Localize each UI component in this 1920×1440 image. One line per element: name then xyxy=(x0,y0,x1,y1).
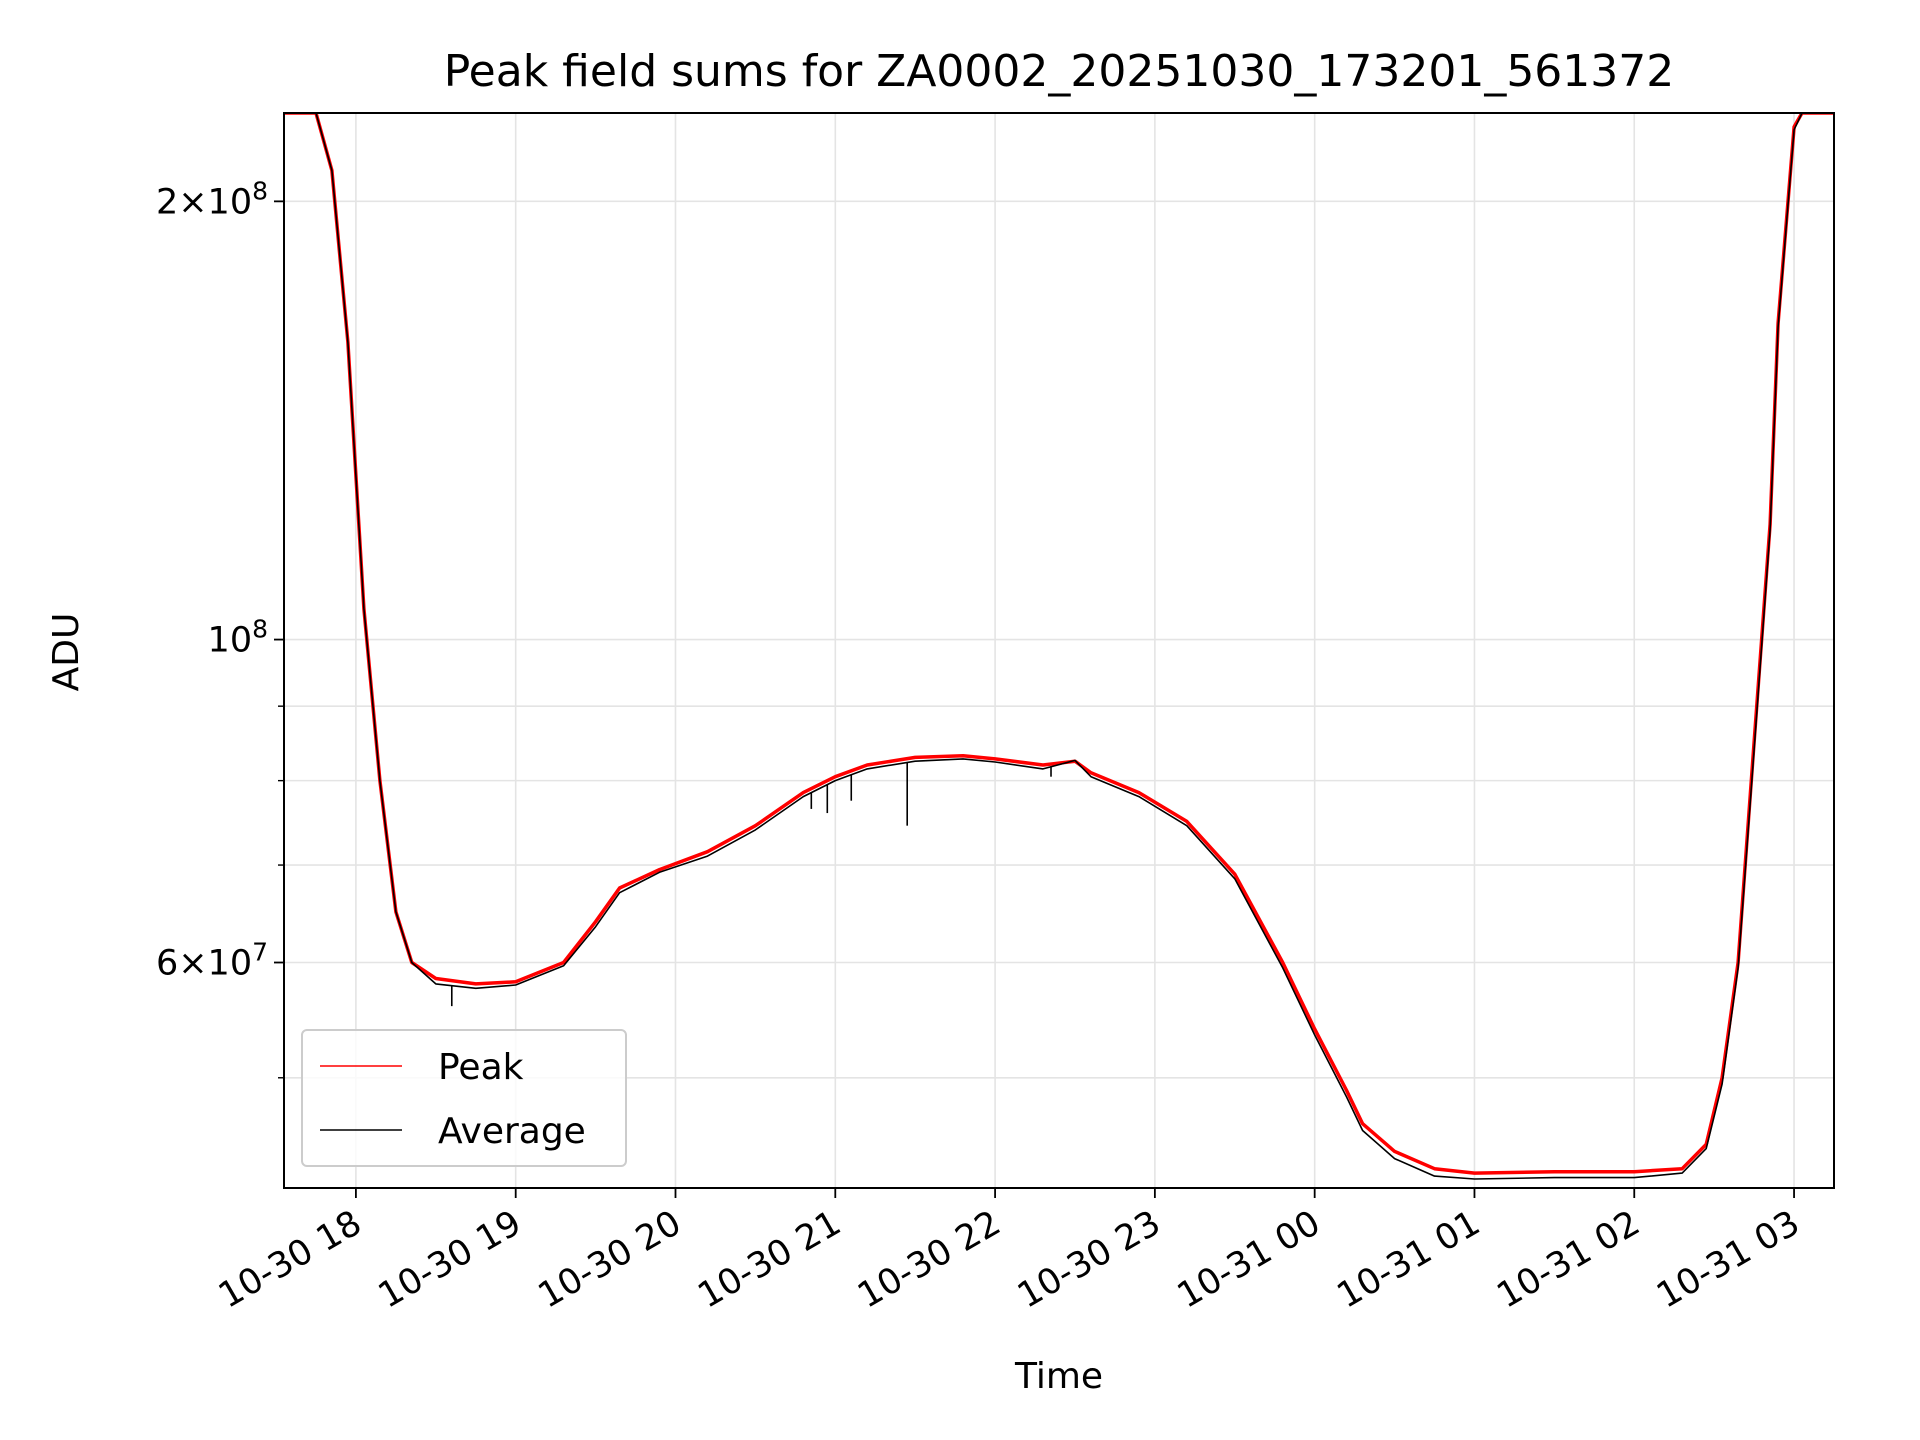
y-tick-label: 2×108 xyxy=(156,176,268,222)
y-tick-label: 6×107 xyxy=(156,938,268,984)
legend-box xyxy=(301,1029,627,1167)
series-lines xyxy=(284,113,1834,1180)
x-axis-label: Time xyxy=(1014,1356,1103,1397)
series-average-line xyxy=(284,113,1834,1180)
plot-frame xyxy=(283,112,1835,1189)
legend-peak-label: Peak xyxy=(438,1047,524,1088)
y-tick-label: 108 xyxy=(208,615,268,661)
y-axis-label: ADU xyxy=(46,613,87,692)
legend-average-label: Average xyxy=(438,1111,586,1152)
chart-legend: Peak Average xyxy=(301,1029,627,1167)
grid-lines xyxy=(284,113,1834,1188)
series-peak-line xyxy=(284,113,1834,1175)
chart-title: Peak field sums for ZA0002_20251030_1732… xyxy=(444,46,1675,97)
